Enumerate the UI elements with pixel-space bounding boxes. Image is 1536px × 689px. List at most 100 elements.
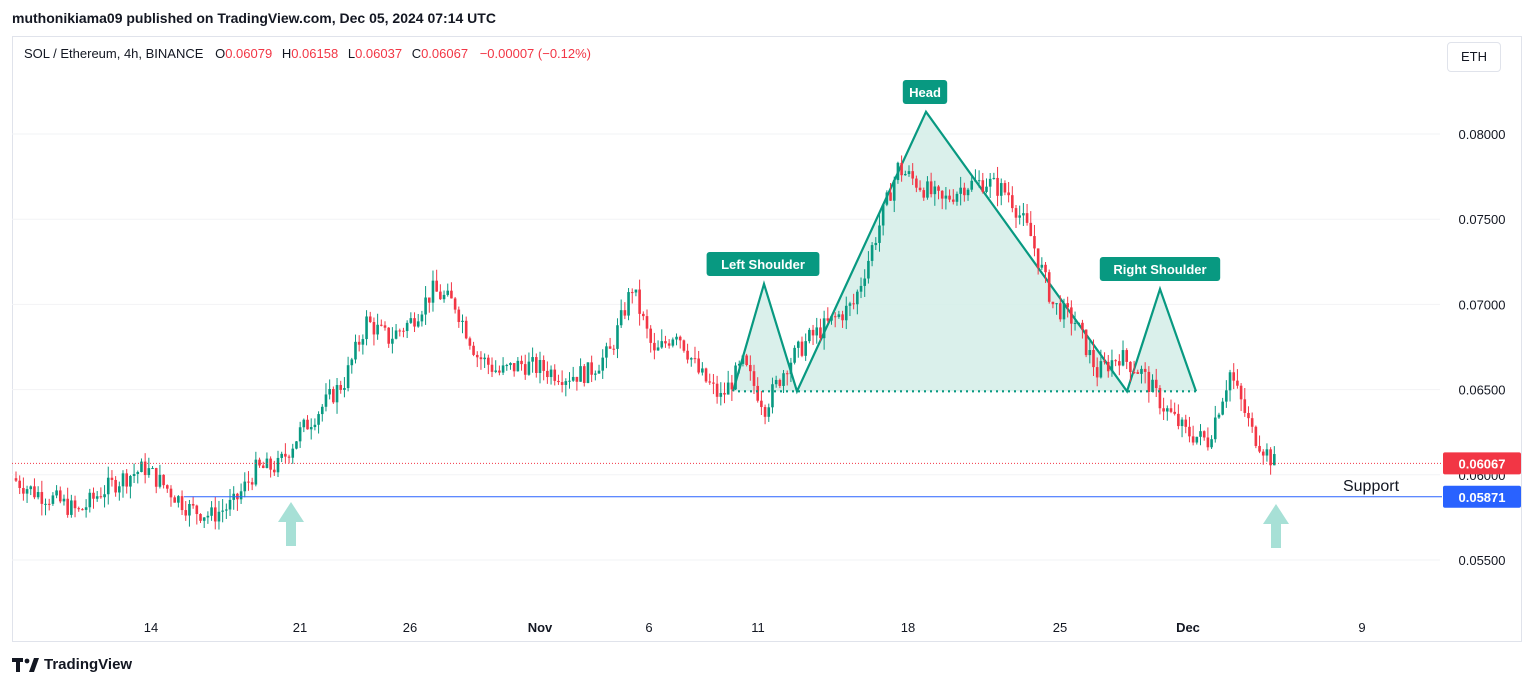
candle	[546, 361, 549, 384]
candle	[737, 360, 741, 374]
y-tick-label: 0.06500	[1459, 383, 1506, 398]
x-tick-label: 21	[293, 620, 307, 635]
candle	[553, 364, 557, 386]
candle	[409, 312, 413, 324]
candle-body	[693, 358, 697, 360]
candle	[1055, 302, 1058, 315]
candle-body	[368, 316, 372, 323]
candle	[623, 302, 627, 320]
candle	[302, 418, 306, 433]
candle-body	[302, 419, 306, 428]
candle-body	[737, 363, 741, 366]
candle	[1132, 360, 1136, 374]
candle	[225, 503, 228, 519]
candle	[966, 187, 970, 201]
candle	[608, 337, 612, 349]
candle-body	[73, 500, 77, 509]
candle-body	[557, 380, 560, 383]
support-touch-arrow-right	[1263, 504, 1289, 548]
candle	[723, 382, 726, 404]
candle-body	[250, 482, 254, 485]
candle	[129, 474, 132, 499]
candle-body	[357, 341, 361, 345]
candle	[47, 498, 51, 511]
candle-body	[892, 180, 896, 201]
candle-body	[763, 407, 767, 417]
candle	[516, 357, 520, 372]
candle	[55, 485, 58, 499]
candle-body	[66, 498, 69, 515]
candle	[1162, 397, 1165, 421]
candle-body	[686, 350, 689, 360]
candle-body	[531, 357, 534, 362]
candle	[228, 488, 232, 516]
candle-body	[269, 458, 272, 470]
candle	[889, 183, 892, 202]
candle	[557, 374, 560, 385]
right-shoulder-label-text: Right Shoulder	[1113, 262, 1206, 277]
candle-body	[771, 384, 774, 408]
candle	[686, 343, 689, 364]
candle-body	[376, 324, 379, 335]
candle	[933, 180, 937, 206]
currency-button[interactable]: ETH	[1447, 42, 1501, 72]
candle	[1088, 340, 1092, 364]
x-tick-label: 18	[901, 620, 915, 635]
candle	[575, 376, 579, 391]
candle-body	[140, 461, 143, 473]
candle	[579, 358, 582, 382]
candle-body	[1184, 419, 1188, 427]
candle	[811, 324, 815, 345]
candle	[878, 214, 881, 252]
candle-body	[1051, 301, 1055, 305]
candle	[1239, 383, 1243, 412]
candle-body	[265, 458, 269, 468]
candle-body	[273, 469, 276, 473]
publisher-caption: muthonikiama09 published on TradingView.…	[12, 10, 496, 26]
candle-body	[162, 474, 165, 486]
x-tick-label: 26	[403, 620, 417, 635]
candle-body	[723, 392, 726, 395]
left-shoulder-label-text: Left Shoulder	[721, 257, 805, 272]
candle	[387, 327, 390, 348]
candle	[324, 383, 328, 412]
candle	[1184, 414, 1188, 434]
candle	[675, 333, 678, 346]
tradingview-logo[interactable]: TradingView	[12, 656, 132, 673]
candle-body	[247, 481, 250, 483]
candle	[1036, 248, 1040, 275]
candle-body	[874, 242, 878, 246]
candle	[380, 319, 383, 327]
candle-body	[464, 320, 468, 339]
left-shoulder-label-box	[706, 252, 820, 276]
candle-body	[95, 496, 99, 499]
candle-body	[154, 468, 158, 487]
candle-body	[549, 369, 553, 378]
candle	[1051, 301, 1055, 309]
candle	[808, 327, 811, 344]
candle	[1173, 402, 1176, 416]
candle	[763, 404, 767, 425]
candle-body	[1025, 213, 1029, 223]
candle	[542, 355, 545, 381]
candle	[287, 454, 291, 464]
candle	[472, 341, 475, 357]
candle-body	[1018, 215, 1021, 218]
candle	[332, 386, 335, 404]
candle	[1007, 181, 1010, 203]
candle	[926, 176, 929, 200]
candle	[22, 477, 25, 501]
candle	[1029, 211, 1033, 237]
candle-body	[195, 505, 199, 515]
candle	[1110, 349, 1114, 377]
candle-body	[129, 476, 132, 487]
candle-body	[346, 365, 350, 389]
candle	[457, 306, 461, 328]
candle-body	[461, 320, 464, 322]
candle	[944, 187, 948, 210]
candle	[450, 282, 453, 299]
candle	[140, 458, 143, 473]
candle	[1243, 388, 1247, 417]
candle	[955, 191, 959, 206]
